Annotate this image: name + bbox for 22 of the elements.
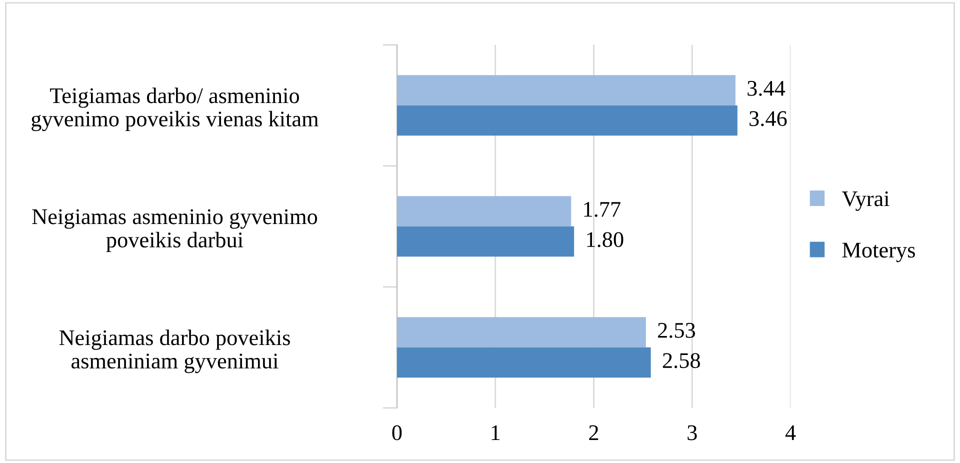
x-tick-label: 3: [688, 425, 697, 440]
bar: [396, 75, 736, 106]
y-tick-label: Teigiamas darbo/ asmeninio gyvenimo poveikis vienas kitam: [32, 88, 318, 132]
x-tick-label: 0: [392, 425, 402, 440]
bar: [396, 226, 574, 257]
data-label: 1.77: [584, 202, 620, 217]
bar: [396, 105, 738, 136]
x-tick-label: 4: [785, 425, 796, 440]
data-label: 3.46: [750, 111, 787, 126]
bar: [396, 196, 572, 226]
x-tick-label: 2: [589, 425, 598, 440]
y-tick-label: Neigiamas darbo poveikis asmeniniam gyvenimui: [59, 330, 290, 374]
bar: [396, 347, 651, 378]
y-tick-label: Neigiamas asmeninio gyvenimo poveikis darbui: [32, 209, 318, 252]
bar: [396, 317, 646, 348]
legend-label: Moterys: [842, 242, 915, 262]
data-label: 1.80: [587, 232, 624, 248]
data-label: 2.53: [658, 322, 696, 338]
x-tick-label: 1: [492, 425, 500, 440]
legend-label: Vyrai: [842, 191, 890, 211]
data-label: 3.44: [748, 80, 786, 96]
data-label: 2.58: [662, 353, 700, 368]
